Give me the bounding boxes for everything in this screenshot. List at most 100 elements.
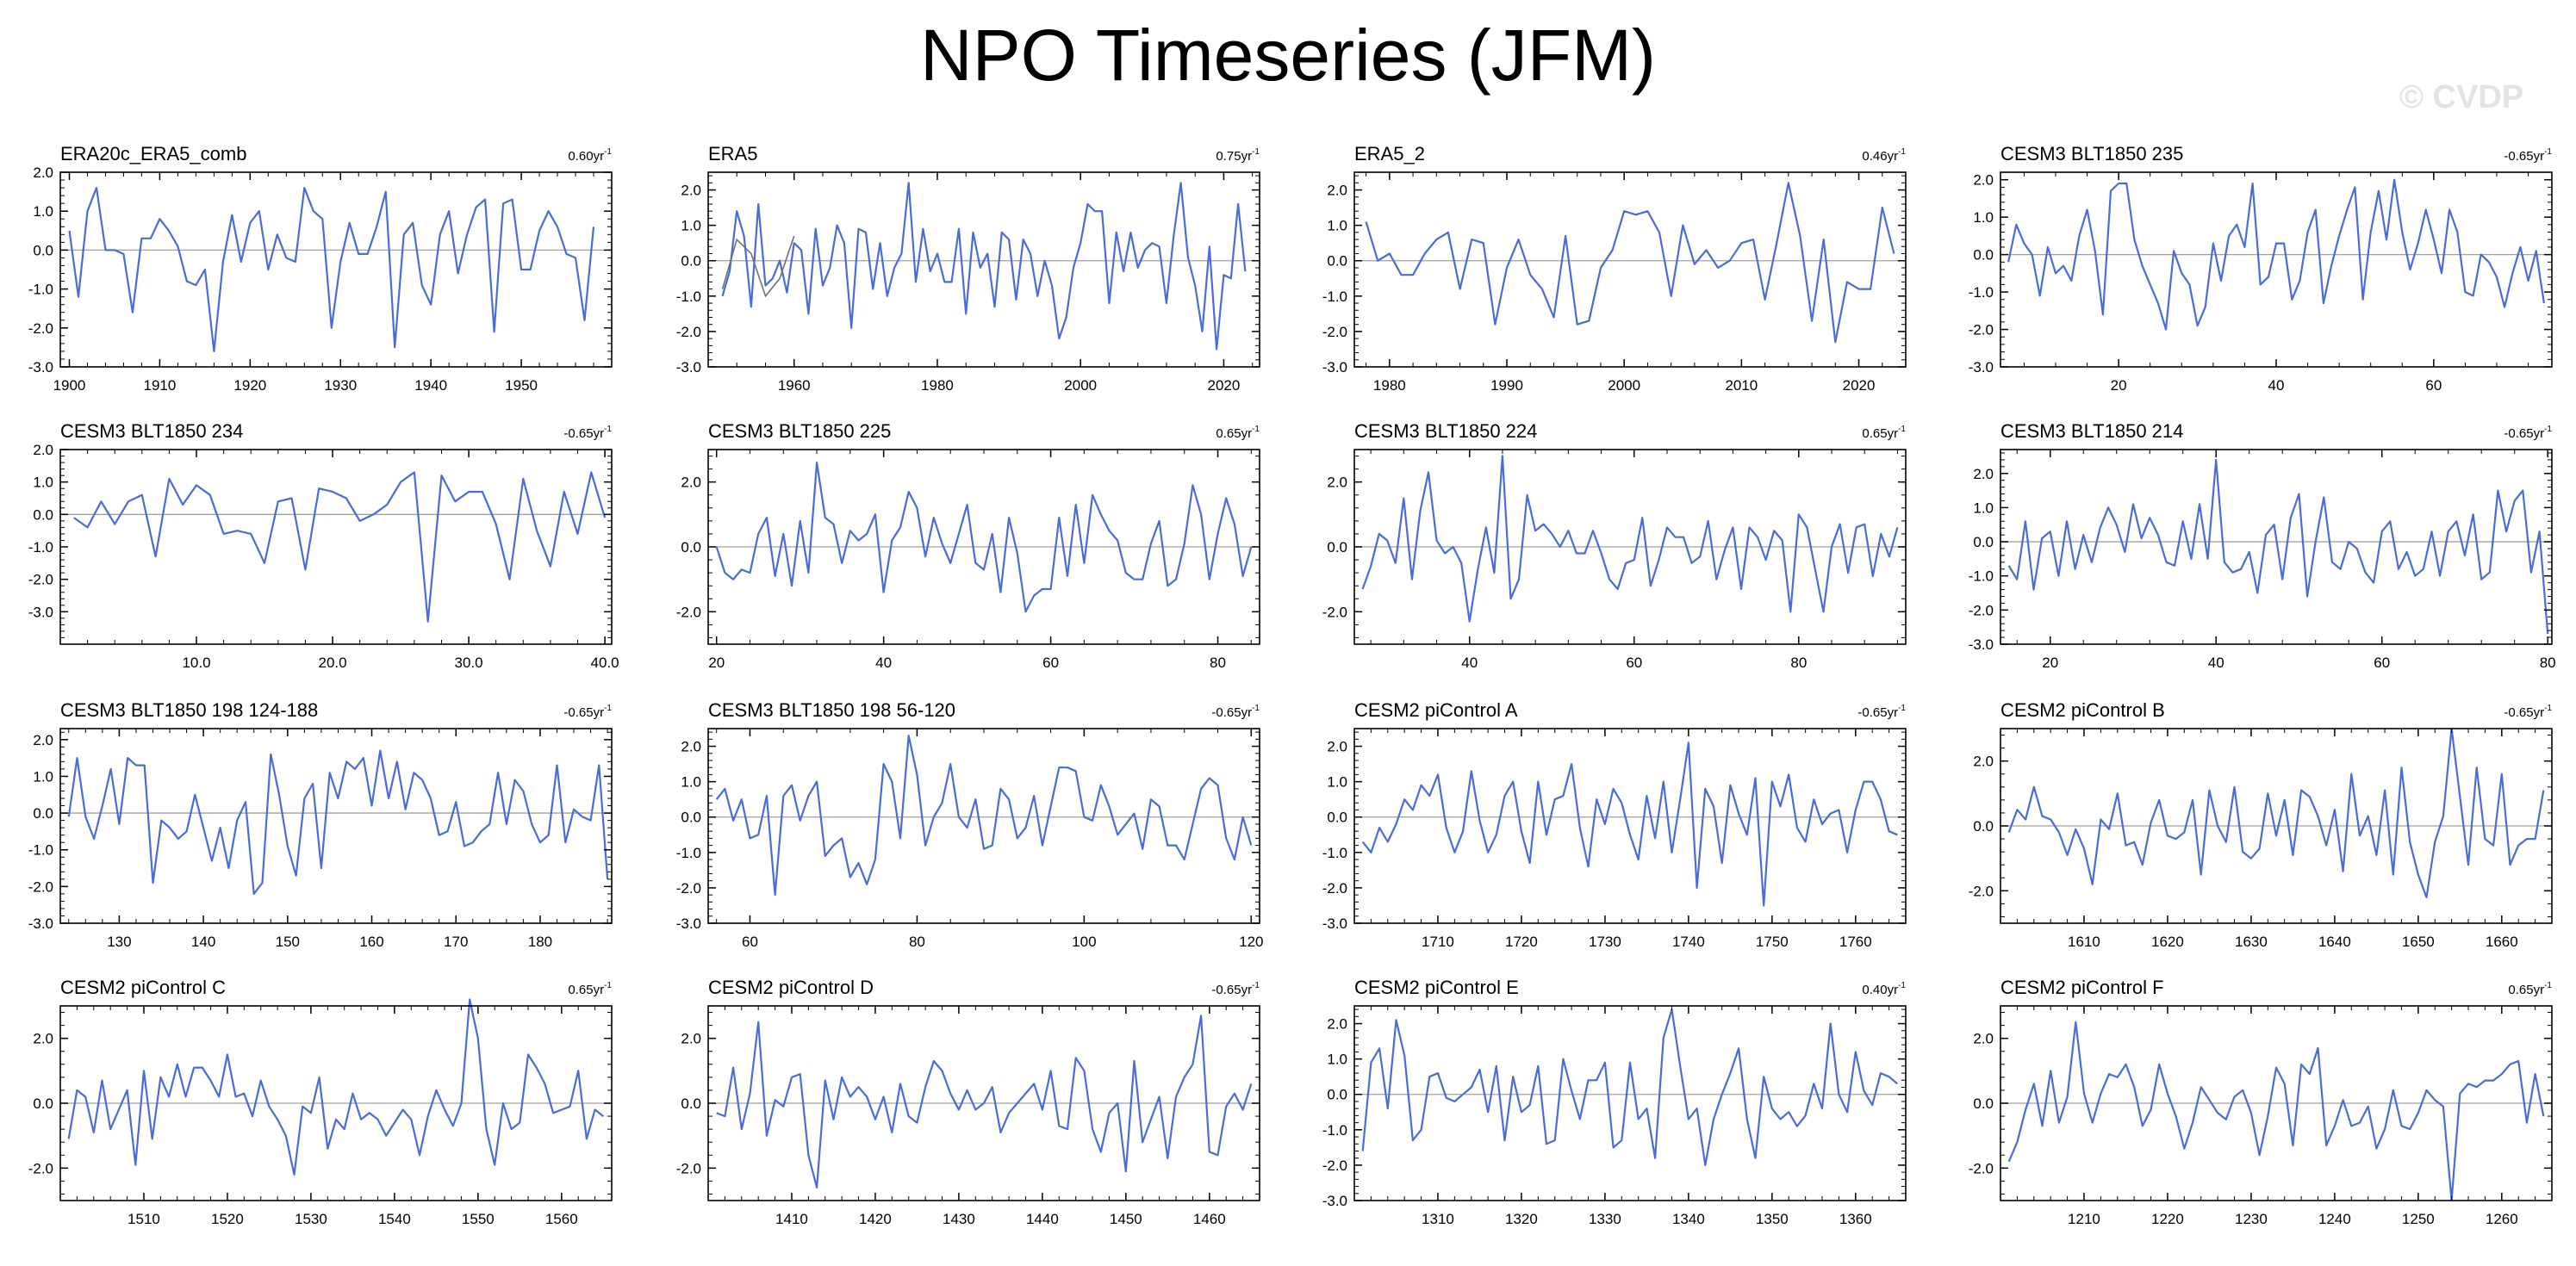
trend-value: 0.65yr [1216, 426, 1252, 441]
x-tick-label: 80 [1790, 655, 1807, 671]
x-tick-label: 80 [2540, 655, 2556, 671]
y-tick-label: -2.0 [676, 1160, 701, 1176]
x-tick-label: 1440 [1026, 1211, 1059, 1227]
series-line [2007, 1021, 2545, 1202]
y-tick-label: -3.0 [1969, 359, 1994, 375]
x-tick-label: 170 [444, 934, 468, 950]
y-tick-label: 0.0 [681, 1095, 701, 1112]
y-tick-label: 2.0 [33, 442, 53, 458]
y-tick-label: 1.0 [33, 475, 53, 491]
panel-group: CESM2 piControl D -0.65yr-1 -2.0 0.0 2.0 1410… [676, 977, 1260, 1227]
plot-frame [707, 171, 1260, 368]
y-tick-label: 0.0 [681, 253, 701, 270]
x-tick-label: 10.0 [182, 655, 210, 671]
trend-label: -0.65yr-1 [563, 425, 612, 441]
x-tick-label: 1640 [2318, 934, 2351, 950]
y-tick-label: 2.0 [681, 1031, 701, 1047]
panel-group: CESM3 BLT1850 235 -0.65yr-1 -3.0 -2.0 -1.0 0.… [1969, 143, 2553, 394]
y-tick-label: 2.0 [1327, 739, 1347, 755]
y-tick-label: -2.0 [1969, 1160, 1994, 1176]
y-tick-label: -2.0 [676, 604, 701, 620]
series-line [715, 461, 1253, 613]
panel-title: CESM3 BLT1850 214 [2000, 420, 2183, 442]
x-tick-label: 2020 [1208, 377, 1241, 394]
y-tick-label: 2.0 [33, 1031, 53, 1047]
y-tick-label: 0.0 [33, 1095, 53, 1112]
y-tick-label: -3.0 [28, 604, 53, 620]
y-tick-label: -2.0 [1322, 604, 1347, 620]
trend-value: 0.40yr [1862, 983, 1898, 997]
trend-value: 0.65yr [1862, 426, 1898, 441]
y-tick-label: 1.0 [1327, 218, 1347, 234]
trend-value: -0.65yr [2504, 426, 2544, 441]
panel-title: CESM3 BLT1850 224 [1354, 420, 1537, 442]
trend-label: -0.65yr-1 [2504, 147, 2552, 164]
series-line [67, 749, 609, 896]
trend-exponent: -1 [2544, 147, 2552, 157]
y-tick-label: -2.0 [1322, 1157, 1347, 1174]
x-tick-label: 20 [2111, 377, 2127, 394]
y-tick-label: -3.0 [1322, 359, 1347, 375]
x-tick-label: 1710 [1422, 934, 1454, 950]
x-tick-label: 100 [1072, 934, 1096, 950]
y-tick-label: 0.0 [1973, 1095, 1994, 1112]
plot-frame [1353, 171, 1907, 368]
y-tick-label: 2.0 [1327, 183, 1347, 199]
x-tick-label: 1630 [2235, 934, 2268, 950]
panel-group: ERA5 0.75yr-1 -3.0 -2.0 -1.0 0.0 1.0 2.0 1960 198… [676, 143, 1260, 394]
trend-exponent: -1 [1252, 981, 1260, 990]
y-tick-label: -1.0 [1322, 289, 1347, 305]
series-line [67, 998, 604, 1176]
panel-title: CESM2 piControl E [1354, 977, 1519, 998]
y-tick-label: -2.0 [1322, 880, 1347, 897]
trend-value: -0.65yr [2504, 705, 2544, 720]
panel-group: CESM2 piControl F 0.65yr-1 -2.0 0.0 2.0 1210 1… [1969, 977, 2553, 1227]
series-line [2007, 727, 2545, 899]
x-tick-label: 1550 [462, 1211, 495, 1227]
y-tick-label: -1.0 [28, 539, 53, 555]
panel-title: CESM3 BLT1850 235 [2000, 143, 2183, 164]
y-tick-label: 0.0 [1327, 253, 1347, 270]
panel-group: CESM2 piControl A -0.65yr-1 -3.0 -2.0 -1.0 0.… [1322, 699, 1907, 950]
y-tick-label: 2.0 [1973, 172, 1994, 189]
panel-title: CESM3 BLT1850 225 [708, 420, 891, 442]
x-tick-label: 120 [1239, 934, 1263, 950]
x-tick-label: 1510 [128, 1211, 160, 1227]
panel-group: CESM3 BLT1850 225 0.65yr-1 -2.0 0.0 2.0 20 40 6… [676, 420, 1260, 671]
y-tick-label: -3.0 [676, 359, 701, 375]
x-tick-label: 180 [528, 934, 552, 950]
x-tick-label: 150 [276, 934, 300, 950]
panel-group: CESM3 BLT1850 198 56-120 -0.65yr-1 -3.0 -2.… [676, 699, 1264, 950]
y-tick-label: 1.0 [1327, 774, 1347, 791]
y-tick-label: 1.0 [1973, 209, 1994, 226]
x-tick-label: 1530 [295, 1211, 327, 1227]
x-tick-label: 1320 [1505, 1211, 1538, 1227]
y-tick-label: -2.0 [28, 320, 53, 337]
trend-label: 0.60yr-1 [568, 147, 612, 164]
trend-value: -0.65yr [1211, 983, 1252, 997]
y-tick-label: 0.0 [1973, 818, 1994, 835]
x-tick-label: 1750 [1756, 934, 1789, 950]
x-tick-label: 2000 [1608, 377, 1640, 394]
y-tick-label: 1.0 [33, 203, 53, 220]
trend-label: -0.65yr-1 [1857, 704, 1906, 720]
x-tick-label: 1660 [2486, 934, 2518, 950]
y-tick-label: -1.0 [28, 842, 53, 859]
y-tick-label: 1.0 [33, 768, 53, 785]
x-tick-label: 2000 [1064, 377, 1097, 394]
x-tick-label: 80 [1210, 655, 1226, 671]
plot-frame [1353, 728, 1907, 924]
panel-title: CESM2 piControl D [708, 977, 874, 998]
x-tick-label: 1980 [1373, 377, 1406, 394]
y-tick-label: -2.0 [1969, 883, 1994, 899]
x-tick-label: 40.0 [591, 655, 619, 671]
trend-value: 0.75yr [1216, 149, 1252, 164]
x-tick-label: 1540 [378, 1211, 411, 1227]
